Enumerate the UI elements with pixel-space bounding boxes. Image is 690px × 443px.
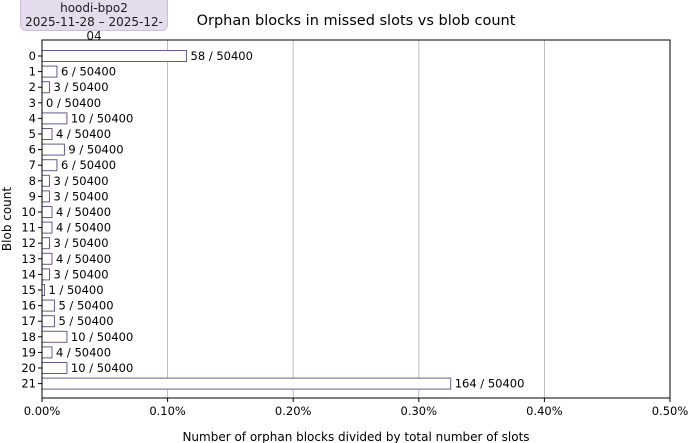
y-tick-label: 15 <box>21 283 36 297</box>
y-tick-label: 21 <box>21 377 36 391</box>
y-tick-label: 8 <box>29 174 36 188</box>
bar <box>41 362 68 374</box>
bar <box>41 50 188 62</box>
x-tick-label: 0.00% <box>24 404 61 418</box>
y-axis-label: Blob count <box>0 187 14 251</box>
bar <box>41 128 53 140</box>
x-axis-label: Number of orphan blocks divided by total… <box>182 430 529 443</box>
bar-value-label: 1 / 50400 <box>48 283 103 297</box>
bar-value-label: 6 / 50400 <box>61 65 116 79</box>
y-tick-label: 5 <box>29 127 36 141</box>
bar-value-label: 10 / 50400 <box>71 330 133 344</box>
y-tick-label: 3 <box>29 96 36 110</box>
bar-value-label: 4 / 50400 <box>56 221 111 235</box>
y-tick-label: 10 <box>21 205 36 219</box>
bar-value-label: 10 / 50400 <box>71 111 133 125</box>
bar-value-label: 4 / 50400 <box>56 127 111 141</box>
bar-value-label: 10 / 50400 <box>71 361 133 375</box>
bar <box>41 221 53 234</box>
y-tick-label: 2 <box>29 80 36 94</box>
x-tick-label: 0.20% <box>275 404 312 418</box>
chart-title: Orphan blocks in missed slots vs blob co… <box>197 13 516 29</box>
bar <box>41 65 58 78</box>
x-tick-label: 0.10% <box>149 404 186 418</box>
bar <box>41 159 58 172</box>
y-tick-label: 13 <box>21 252 36 266</box>
bar <box>41 299 55 312</box>
bar <box>41 190 50 203</box>
y-tick-label: 17 <box>21 314 36 328</box>
bar-value-label: 3 / 50400 <box>53 189 108 203</box>
x-tick-group: 0.00% 0.10% 0.20% 0.30% 0.40% 0.50% <box>24 398 689 418</box>
bar <box>41 377 452 390</box>
bar-value-label: 0 / 50400 <box>46 96 101 110</box>
bar-value-label: 4 / 50400 <box>56 345 111 359</box>
bar <box>41 237 50 250</box>
bar-value-label: 4 / 50400 <box>56 252 111 266</box>
y-tick-label: 0 <box>29 49 36 63</box>
badge-network: hoodi-bpo2 <box>60 1 128 15</box>
bar-value-label: 3 / 50400 <box>53 267 108 281</box>
bar-value-label: 5 / 50400 <box>58 299 113 313</box>
bar-value-label: 164 / 50400 <box>455 377 525 391</box>
plot-frame <box>41 39 671 399</box>
bar <box>41 174 50 187</box>
bar <box>41 268 50 281</box>
bar-value-label: 6 / 50400 <box>61 158 116 172</box>
bar <box>41 346 53 359</box>
bar <box>41 143 65 156</box>
bar <box>41 81 50 94</box>
bar-value-label: 4 / 50400 <box>56 205 111 219</box>
y-tick-label: 4 <box>29 111 36 125</box>
y-tick-label: 6 <box>29 143 36 157</box>
bar-value-label: 3 / 50400 <box>53 174 108 188</box>
grid-lines <box>167 40 545 398</box>
y-tick-label: 14 <box>21 267 36 281</box>
bar <box>41 112 68 125</box>
y-tick-label: 7 <box>29 158 36 172</box>
bar-value-label: 5 / 50400 <box>58 314 113 328</box>
dataset-badge: hoodi-bpo2 2025-11-28 – 2025-12-04 <box>20 0 168 43</box>
bar <box>41 315 55 328</box>
y-tick-label: 1 <box>29 65 36 79</box>
bar <box>41 206 53 218</box>
y-tick-label: 20 <box>21 361 36 375</box>
bar-value-label: 3 / 50400 <box>53 236 108 250</box>
y-tick-label: 9 <box>29 189 36 203</box>
y-tick-label: 16 <box>21 299 36 313</box>
x-tick-label: 0.50% <box>652 404 689 418</box>
bar-value-label: 58 / 50400 <box>191 49 253 63</box>
y-tick-label: 12 <box>21 236 36 250</box>
bar-value-label: 9 / 50400 <box>68 143 123 157</box>
x-tick-label: 0.40% <box>526 404 563 418</box>
bar <box>41 330 68 343</box>
y-tick-label: 18 <box>21 330 36 344</box>
x-tick-label: 0.30% <box>401 404 438 418</box>
y-tick-label: 11 <box>21 221 36 235</box>
y-tick-label: 19 <box>21 345 36 359</box>
bar <box>41 252 53 265</box>
bar-value-label: 3 / 50400 <box>53 80 108 94</box>
